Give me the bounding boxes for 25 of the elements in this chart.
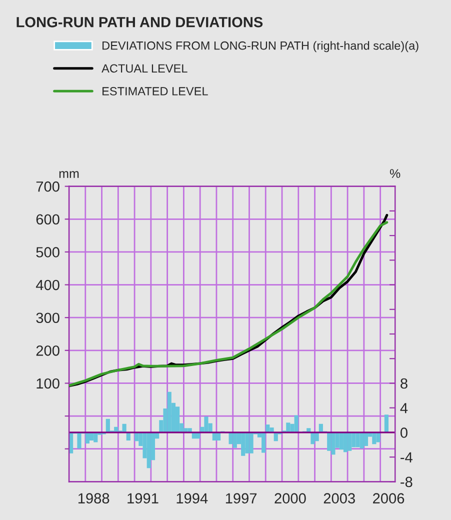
y-tick-label: 500 bbox=[36, 247, 60, 258]
legend-label: ESTIMATED LEVEL bbox=[102, 87, 208, 96]
y2-tick-label: 4 bbox=[400, 403, 408, 414]
y-tick-label: 700 bbox=[36, 181, 60, 192]
y2-tick-label: 8 bbox=[400, 378, 408, 389]
y-tick-label: 600 bbox=[36, 214, 60, 225]
y2-axis-title: % bbox=[390, 169, 400, 178]
x-tick-label: 1994 bbox=[176, 493, 208, 504]
y-axis-title: mm bbox=[59, 171, 79, 178]
x-tick-label: 1988 bbox=[78, 493, 110, 504]
x-tick-label: 2006 bbox=[373, 493, 404, 504]
legend-label: ACTUAL LEVEL bbox=[102, 64, 188, 73]
legend-label: DEVIATIONS FROM LONG-RUN PATH (right-hand scale)(a) bbox=[102, 41, 418, 52]
x-tick-label: 2003 bbox=[324, 493, 355, 504]
y-tick-label: 400 bbox=[36, 280, 60, 290]
y2-tick-label: 0 bbox=[400, 428, 408, 438]
x-tick-label: 1997 bbox=[226, 493, 257, 504]
x-tick-label: 1991 bbox=[128, 493, 158, 504]
y-tick-label: 100 bbox=[36, 378, 60, 389]
y2-tick-label: -8 bbox=[400, 476, 412, 488]
y2-tick-label: -4 bbox=[400, 452, 412, 462]
x-tick-label: 2000 bbox=[274, 493, 306, 504]
y-tick-label: 300 bbox=[36, 312, 60, 324]
y-tick-label: 200 bbox=[36, 346, 60, 356]
chart-title: LONG-RUN PATH AND DEVIATIONS bbox=[16, 16, 263, 28]
